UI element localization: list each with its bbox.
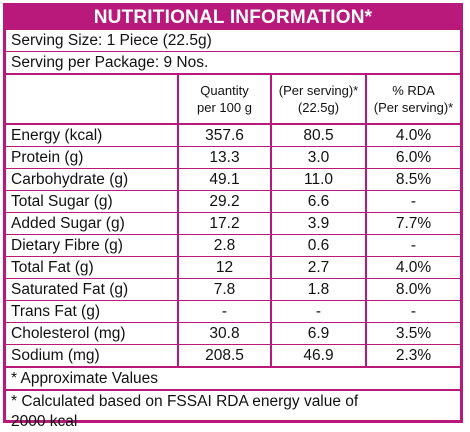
- table-row: Trans Fat (g) - - -: [6, 300, 460, 323]
- footnote-rda-line2: 2000 kcal: [11, 413, 78, 430]
- panel-title: NUTRITIONAL INFORMATION*: [6, 6, 460, 30]
- per-serving-cell: 46.9: [271, 344, 367, 368]
- serving-header-line2: (22.5g): [297, 100, 340, 115]
- nutrient-name-cell: Dietary Fibre (g): [6, 234, 179, 257]
- rda-cell: 8.0%: [366, 278, 460, 301]
- per-100g-cell: 17.2: [178, 212, 272, 235]
- nutrient-name-cell: Carbohydrate (g): [6, 168, 179, 191]
- per-serving-cell: 3.0: [271, 146, 367, 169]
- footnote-rda: * Calculated based on FSSAI RDA energy v…: [6, 391, 460, 432]
- per-100g-cell: 29.2: [178, 190, 272, 213]
- nutrient-name-cell: Added Sugar (g): [6, 212, 179, 235]
- per-100g-cell: 7.8: [178, 278, 272, 301]
- per-100g-cell: 2.8: [178, 234, 272, 257]
- per-100g-cell: 13.3: [178, 146, 272, 169]
- rda-header-line2: (Per serving)*: [373, 100, 454, 115]
- quantity-header-line2: per 100 g: [197, 100, 252, 115]
- per-serving-cell: 6.9: [271, 322, 367, 345]
- table-row: Cholesterol (mg) 30.8 6.9 3.5%: [6, 322, 460, 345]
- per-100g-cell: 49.1: [178, 168, 272, 191]
- rda-cell: 6.0%: [366, 146, 460, 169]
- per-serving-cell: 11.0: [271, 168, 367, 191]
- per-serving-cell: -: [271, 300, 367, 323]
- nutrient-name-cell: Total Sugar (g): [6, 190, 179, 213]
- per-100g-cell: 357.6: [178, 124, 272, 147]
- quantity-header-line1: Quantity: [200, 83, 249, 98]
- per-serving-cell: 1.8: [271, 278, 367, 301]
- nutrition-table: Quantity per 100 g (Per serving)* (22.5g…: [6, 75, 460, 368]
- nutrient-name-cell: Sodium (mg): [6, 344, 179, 368]
- nutrient-name-cell: Protein (g): [6, 146, 179, 169]
- table-row: Sodium (mg) 208.5 46.9 2.3%: [6, 344, 460, 368]
- quantity-header: Quantity per 100 g: [178, 75, 272, 125]
- per-serving-cell: 80.5: [271, 124, 367, 147]
- nutrient-name-cell: Cholesterol (mg): [6, 322, 179, 345]
- nutrient-name-cell: Saturated Fat (g): [6, 278, 179, 301]
- per-serving-cell: 3.9: [271, 212, 367, 235]
- per-serving-cell: 0.6: [271, 234, 367, 257]
- nutrient-name-cell: Total Fat (g): [6, 256, 179, 279]
- rda-cell: 7.7%: [366, 212, 460, 235]
- rda-cell: 4.0%: [366, 256, 460, 279]
- nutrient-header: [6, 75, 179, 125]
- table-row: Energy (kcal) 357.6 80.5 4.0%: [6, 124, 460, 147]
- rda-header-line1: % RDA: [392, 83, 435, 98]
- rda-cell: 2.3%: [366, 344, 460, 368]
- serving-per-package: Serving per Package: 9 Nos.: [6, 52, 460, 75]
- per-100g-cell: 12: [178, 256, 272, 279]
- per-100g-cell: -: [178, 300, 272, 323]
- nutrition-panel: NUTRITIONAL INFORMATION* Serving Size: 1…: [3, 3, 463, 430]
- nutrient-name-cell: Trans Fat (g): [6, 300, 179, 323]
- table-row: Protein (g) 13.3 3.0 6.0%: [6, 146, 460, 169]
- table-row: Added Sugar (g) 17.2 3.9 7.7%: [6, 212, 460, 235]
- header-row: Quantity per 100 g (Per serving)* (22.5g…: [6, 75, 460, 125]
- rda-cell: -: [366, 300, 460, 323]
- per-serving-cell: 6.6: [271, 190, 367, 213]
- serving-size: Serving Size: 1 Piece (22.5g): [6, 30, 460, 52]
- table-row: Saturated Fat (g) 7.8 1.8 8.0%: [6, 278, 460, 301]
- footnote-approximate: * Approximate Values: [6, 368, 460, 391]
- table-row: Total Sugar (g) 29.2 6.6-: [6, 190, 460, 213]
- nutrient-name-cell: Energy (kcal): [6, 124, 179, 147]
- table-row: Total Fat (g) 12 2.7 4.0%: [6, 256, 460, 279]
- rda-cell: -: [366, 190, 460, 213]
- rda-header: % RDA (Per serving)*: [366, 75, 460, 125]
- per-100g-cell: 30.8: [178, 322, 272, 345]
- table-row: Carbohydrate (g) 49.1 11.0 8.5%: [6, 168, 460, 191]
- per-100g-cell: 208.5: [178, 344, 272, 368]
- footnote-rda-line1: * Calculated based on FSSAI RDA energy v…: [11, 393, 359, 410]
- serving-header-line1: (Per serving)*: [278, 83, 359, 98]
- rda-cell: 3.5%: [366, 322, 460, 345]
- rda-cell: -: [366, 234, 460, 257]
- serving-header: (Per serving)* (22.5g): [271, 75, 367, 125]
- rda-cell: 8.5%: [366, 168, 460, 191]
- per-serving-cell: 2.7: [271, 256, 367, 279]
- table-row: Dietary Fibre (g) 2.8 0.6-: [6, 234, 460, 257]
- rda-cell: 4.0%: [366, 124, 460, 147]
